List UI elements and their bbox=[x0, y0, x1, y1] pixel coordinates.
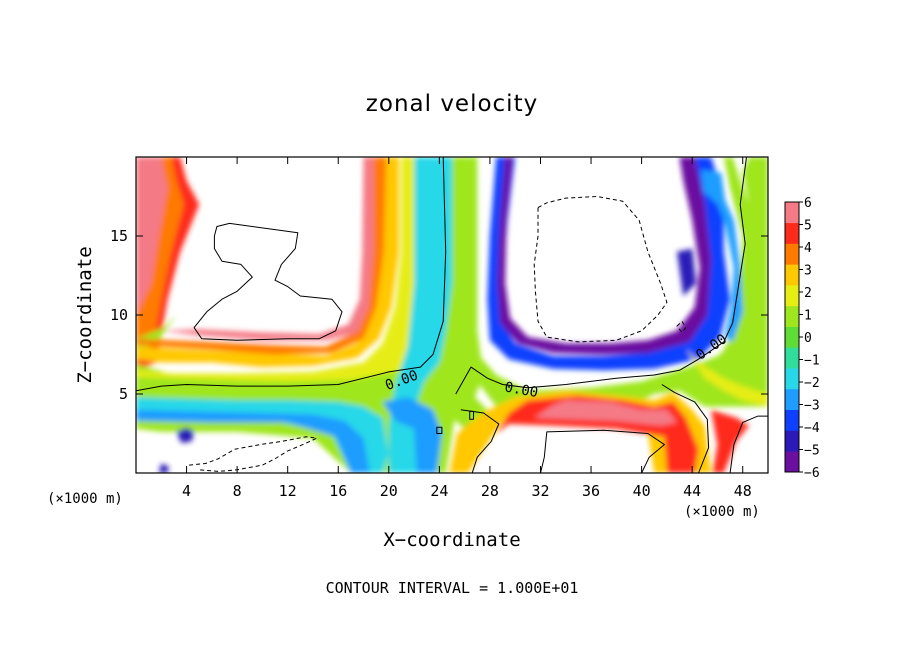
colorbar-tick-label: 1 bbox=[804, 309, 812, 324]
velocity-field bbox=[136, 157, 768, 473]
x-tick-label: 32 bbox=[531, 482, 549, 500]
colorbar-tick-label: 6 bbox=[804, 196, 812, 211]
colorbar-tick-label: −1 bbox=[804, 354, 820, 369]
contour-label: 0.00 bbox=[503, 379, 539, 401]
x-tick-label: 44 bbox=[683, 482, 701, 500]
x-tick-label: 16 bbox=[329, 482, 347, 500]
x-tick-label: 28 bbox=[481, 482, 499, 500]
velocity-region bbox=[136, 409, 370, 473]
y-tick-label: 10 bbox=[110, 306, 128, 324]
velocity-region bbox=[176, 427, 195, 443]
x-tick-label: 48 bbox=[734, 482, 752, 500]
y-axis-title: Z−coordinate bbox=[74, 246, 96, 383]
x-tick-label: 20 bbox=[380, 482, 398, 500]
x-unit-right: (×1000 m) bbox=[684, 504, 760, 520]
velocity-region bbox=[497, 157, 712, 355]
velocity-region bbox=[136, 157, 387, 355]
x-tick-label: 36 bbox=[582, 482, 600, 500]
x-tick-label: 8 bbox=[233, 482, 242, 500]
velocity-region bbox=[388, 157, 452, 473]
contour-line bbox=[469, 410, 474, 420]
colorbar-tick-label: 0 bbox=[804, 331, 812, 346]
colorbar-tick-label: 2 bbox=[804, 286, 812, 301]
colorbar-swatch bbox=[785, 347, 799, 369]
colorbar-swatch bbox=[785, 264, 799, 286]
colorbar-swatch bbox=[785, 202, 799, 224]
contour-line bbox=[436, 426, 443, 434]
x-axis-ticks: 4 8 12 16 20 24 28 32 36 40 44 48 bbox=[182, 157, 752, 500]
velocity-region bbox=[685, 348, 768, 407]
x-tick-label: 12 bbox=[279, 482, 297, 500]
velocity-region bbox=[534, 400, 677, 426]
colorbar-tick-label: −6 bbox=[804, 466, 820, 481]
contour-interval-note: CONTOUR INTERVAL = 1.000E+01 bbox=[326, 579, 579, 597]
velocity-region bbox=[161, 157, 374, 341]
velocity-region bbox=[701, 169, 743, 342]
colorbar-swatch bbox=[785, 430, 799, 452]
colorbar-tick-label: 3 bbox=[804, 264, 812, 279]
colorbar-swatch bbox=[785, 368, 799, 390]
colorbar-swatch bbox=[785, 409, 799, 431]
contour-line bbox=[455, 157, 747, 395]
contour-line-negative bbox=[189, 436, 318, 472]
velocity-region bbox=[677, 248, 696, 296]
contour-line bbox=[193, 222, 343, 341]
contour-line bbox=[136, 157, 447, 392]
x-tick-label: 24 bbox=[430, 482, 448, 500]
colorbar-tick-label: −3 bbox=[804, 399, 820, 414]
colorbar-swatch bbox=[785, 222, 799, 244]
contour-lines bbox=[136, 157, 768, 473]
velocity-region bbox=[382, 397, 442, 473]
x-axis-title: X−coordinate bbox=[383, 529, 520, 551]
colorbar-swatch bbox=[785, 388, 799, 410]
y-tick-label: 15 bbox=[110, 227, 128, 245]
chart-title: zonal velocity bbox=[366, 91, 538, 117]
colorbar-swatch bbox=[785, 451, 799, 473]
velocity-region bbox=[711, 409, 749, 473]
velocity-region bbox=[449, 365, 488, 429]
velocity-region bbox=[136, 157, 168, 315]
velocity-region bbox=[158, 463, 169, 473]
colorbar-tick-label: 4 bbox=[804, 241, 812, 256]
contour-line bbox=[661, 384, 710, 473]
colorbar-tick-label: −2 bbox=[804, 376, 820, 391]
y-axis-ticks: 5 10 15 bbox=[110, 227, 768, 403]
colorbar-tick-label: −5 bbox=[804, 444, 820, 459]
colorbar-swatch bbox=[785, 305, 799, 327]
colorbar-tick-label: −4 bbox=[804, 421, 820, 436]
x-tick-label: 40 bbox=[633, 482, 651, 500]
contour-line bbox=[460, 409, 500, 473]
velocity-region bbox=[723, 157, 768, 369]
y-tick-label: 5 bbox=[119, 385, 128, 403]
contour-line bbox=[729, 415, 768, 473]
x-tick-label: 4 bbox=[182, 482, 191, 500]
colorbar: 6 5 4 3 2 1 0 −1 −2 −3 −4 −5 −6 bbox=[784, 196, 820, 481]
colorbar-swatch bbox=[785, 326, 799, 348]
velocity-region bbox=[136, 157, 768, 473]
contour-line bbox=[540, 429, 665, 473]
contour-line-negative bbox=[676, 320, 687, 333]
colorbar-swatch bbox=[785, 285, 799, 307]
colorbar-tick-label: 5 bbox=[804, 219, 812, 234]
x-unit-left: (×1000 m) bbox=[47, 491, 123, 507]
colorbar-swatch bbox=[785, 243, 799, 265]
